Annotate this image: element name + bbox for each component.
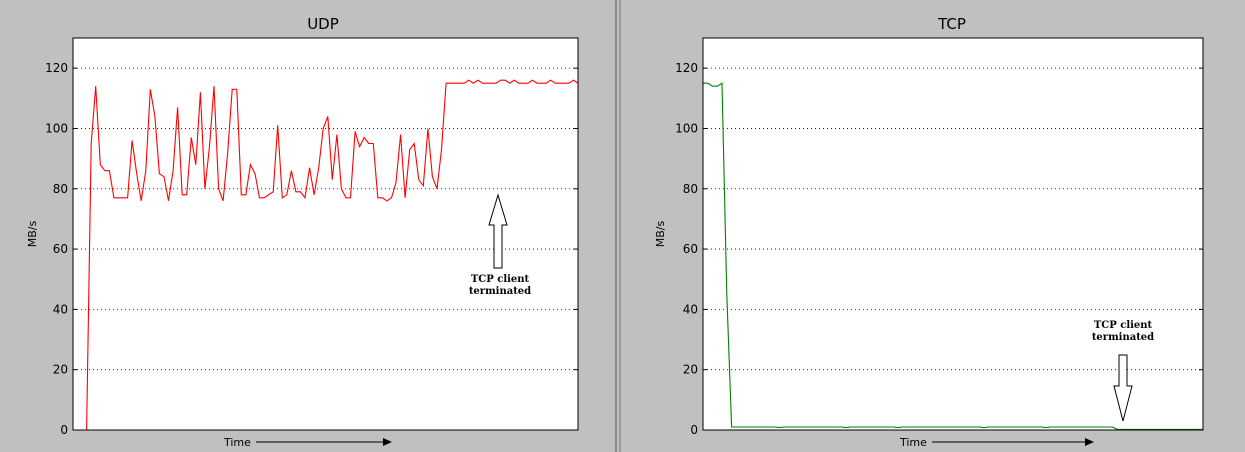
y-tick-label: 0	[60, 423, 68, 437]
annotation-text: terminated	[1092, 332, 1154, 343]
y-tick-label: 100	[675, 121, 698, 135]
y-tick-label: 80	[683, 182, 698, 196]
y-tick-label: 120	[45, 61, 68, 75]
annotation-text: TCP client	[1094, 320, 1153, 331]
y-tick-label: 0	[690, 423, 698, 437]
chart-title: UDP	[307, 15, 339, 33]
time-arrow-head	[1085, 438, 1094, 446]
y-tick-label: 20	[683, 363, 698, 377]
panel-divider	[619, 0, 621, 452]
annotation-arrow	[1113, 354, 1133, 422]
panel-divider	[615, 0, 617, 452]
udp-chart: UDP 0 20 40 60 80 100 120 MB/s Time TCP clientterm…	[26, 15, 579, 449]
y-axis-label: MB/s	[26, 220, 39, 247]
x-axis-label: Time	[899, 436, 927, 449]
y-tick-label: 40	[683, 302, 698, 316]
y-tick-label: 120	[675, 61, 698, 75]
y-tick-label: 40	[53, 302, 68, 316]
annotation-arrow	[488, 193, 508, 269]
time-arrow-head	[383, 438, 392, 446]
tcp-chart: TCP 0 20 40 60 80 100 120 MB/s Time TCP clientterm…	[654, 15, 1204, 449]
data-series-line	[703, 82, 1203, 430]
plot-frame	[72, 37, 579, 431]
y-tick-label: 60	[683, 242, 698, 256]
plot-frame	[702, 37, 1204, 431]
y-axis-label: MB/s	[654, 220, 667, 247]
plot-area	[703, 38, 1203, 430]
annotation-text: TCP client	[471, 274, 530, 285]
y-tick-label: 100	[45, 121, 68, 135]
udp-chart-panel: UDP 0 20 40 60 80 100 120 MB/s Time TCP client term…	[0, 0, 614, 452]
chart-title: TCP	[937, 15, 966, 33]
y-tick-label: 80	[53, 182, 68, 196]
tcp-chart-panel: TCP 0 20 40 60 80 100 120 MB/s Time TCP client term…	[622, 0, 1245, 452]
data-series-line	[73, 79, 579, 431]
x-axis-label: Time	[223, 436, 251, 449]
y-tick-label: 20	[53, 363, 68, 377]
y-tick-label: 60	[53, 242, 68, 256]
annotation-text: terminated	[469, 286, 531, 297]
